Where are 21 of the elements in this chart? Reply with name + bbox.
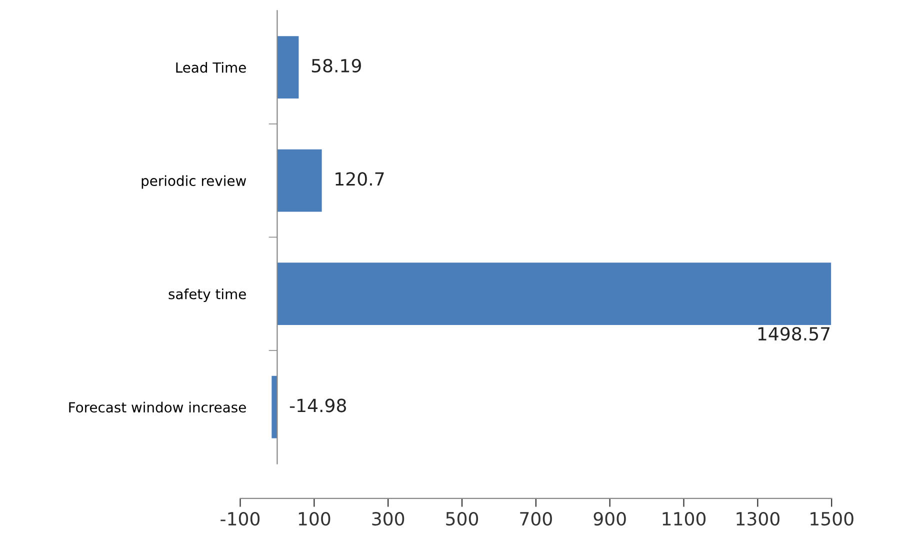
bar [277,262,832,325]
y-tick-label: Forecast window increase [69,402,246,413]
bar [272,376,278,438]
bar [277,36,299,98]
y-tick-label: safety time [168,288,246,302]
x-tick-label: 100 [298,512,330,526]
data-label: 120.7 [336,172,384,186]
bar [277,149,322,212]
y-tick-label: periodic review [142,175,246,189]
x-tick-label: 500 [446,512,478,526]
x-tick-label: 1100 [662,512,706,526]
x-tick-label: 1300 [736,512,780,526]
x-tick-label: 300 [372,512,404,526]
y-tick-label: Lead Time [176,62,246,73]
x-tick-label: 700 [520,512,552,526]
x-tick-label: 900 [594,512,626,526]
data-label: 58.19 [312,58,361,73]
data-label: 1498.57 [758,326,830,341]
x-tick-label: 1500 [810,512,854,526]
data-label: -14.98 [290,398,346,412]
x-tick-label: -100 [220,512,260,526]
